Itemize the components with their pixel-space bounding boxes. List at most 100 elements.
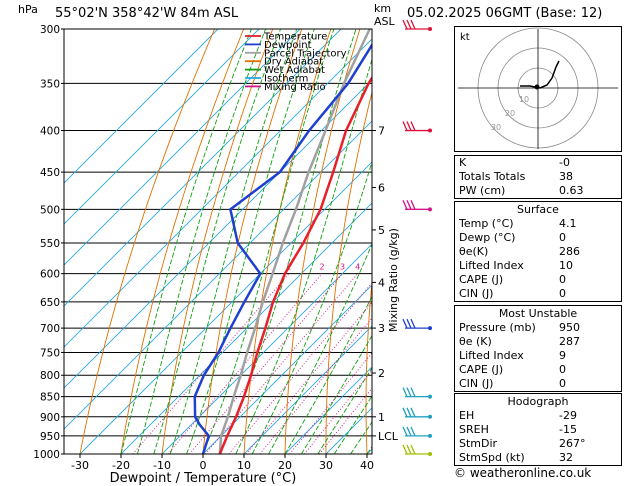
hodograph-trace — [520, 60, 560, 89]
footer-credit: © weatheronline.co.uk — [454, 466, 592, 480]
datetime-title: 05.02.2025 06GMT (Base: 12) — [407, 6, 603, 21]
surface-value: 10 — [559, 259, 573, 272]
most-unstable-row: Lifted Index 9 — [455, 349, 621, 363]
surface-key: Lifted Index — [459, 259, 524, 272]
wind-barb — [402, 444, 432, 456]
wind-barb — [402, 19, 432, 31]
pressure-tick-label: 650 — [40, 297, 60, 309]
legend-label: Temperature — [263, 32, 327, 43]
isotherm-line — [202, 284, 372, 454]
x-tick-label: 10 — [237, 459, 251, 472]
hodograph-unit-label: kt — [460, 32, 470, 43]
most-unstable-value: 0 — [559, 363, 566, 376]
isotherm-line — [64, 29, 301, 266]
most-unstable-value: 0 — [559, 377, 566, 390]
most-unstable-panel: Most Unstable Pressure (mb) 950 θe (K) 287 Li… — [454, 305, 622, 392]
legend-label: Dry Adiabat — [264, 57, 323, 68]
wet-adiabat — [186, 29, 315, 454]
mixing-ratio-label: 6 — [377, 263, 382, 272]
surface-value: 286 — [559, 245, 580, 258]
index-value: 0.63 — [559, 184, 584, 197]
surface-row: CIN (J) 0 — [455, 287, 621, 301]
hodo-stat-row: StmDir 267° — [455, 437, 621, 451]
most-unstable-key: Lifted Index — [459, 349, 524, 362]
dry-adiabat — [325, 90, 372, 454]
dry-adiabat — [161, 29, 274, 454]
x-tick-label: 30 — [319, 459, 333, 472]
legend-label: Wet Adiabat — [264, 65, 325, 76]
dry-adiabat — [405, 29, 447, 454]
isotherm-line — [64, 120, 372, 430]
altitude-tick-label: 6 — [378, 181, 385, 194]
hodo-stat-value: -29 — [559, 409, 577, 422]
x-tick-label: 20 — [278, 459, 292, 472]
index-value: 38 — [559, 170, 573, 183]
isotherm-line — [243, 325, 372, 454]
wet-adiabat — [333, 395, 372, 454]
dry-adiabat — [79, 29, 216, 454]
surface-panel: Surface Temp (°C) 4.1 Dewp (°C) 0 θe(K) 286 Lif… — [454, 201, 622, 302]
hodograph-box — [454, 26, 622, 152]
most-unstable-key: CIN (J) — [459, 377, 494, 390]
parcel-trajectory-line — [218, 29, 371, 454]
pressure-tick-label: 1000 — [33, 449, 60, 461]
hodo-stat-key: SREH — [459, 423, 489, 436]
wet-adiabat — [169, 29, 298, 454]
altitude-tick-label: 4 — [378, 276, 385, 289]
wind-barb — [402, 426, 432, 438]
legend-label: Dewpoint — [264, 40, 312, 51]
surface-row: Lifted Index 10 — [455, 259, 621, 273]
mixing-ratio-line — [245, 301, 372, 454]
dry-adiabat — [120, 29, 245, 454]
hodo-stat-key: StmSpd (kt) — [459, 451, 525, 464]
index-value: -0 — [559, 156, 570, 169]
x-axis-label: Dewpoint / Temperature (°C) — [110, 471, 297, 486]
surface-value: 4.1 — [559, 217, 577, 230]
pressure-tick-label: 600 — [40, 269, 60, 281]
mixing-ratio-line — [205, 273, 358, 454]
location-title: 55°02'N 358°42'W 84m ASL — [55, 6, 239, 21]
surface-value: 0 — [559, 273, 566, 286]
surface-key: CIN (J) — [459, 287, 494, 300]
x-tick-label: -10 — [153, 459, 171, 472]
alt-unit-km: km — [374, 2, 392, 15]
legend-label: Mixing Ratio — [264, 82, 326, 93]
most-unstable-row: CAPE (J) 0 — [455, 363, 621, 377]
pressure-tick-label: 500 — [40, 204, 60, 216]
hodo-stat-key: EH — [459, 409, 475, 422]
altitude-tick-label: 1 — [378, 411, 385, 424]
most-unstable-title: Most Unstable — [498, 307, 578, 320]
most-unstable-value: 950 — [559, 321, 580, 334]
dry-adiabat — [202, 29, 303, 454]
mixing-ratio-line — [259, 317, 372, 454]
surface-row: CAPE (J) 0 — [455, 273, 621, 287]
dry-adiabat — [284, 29, 361, 454]
pressure-tick-label: 400 — [40, 126, 60, 138]
pressure-tick-label: 550 — [40, 238, 60, 250]
dewpoint-line — [193, 42, 372, 454]
x-tick-label: -30 — [71, 459, 89, 472]
mixing-ratio-line — [132, 273, 290, 454]
most-unstable-row: Pressure (mb) 950 — [455, 321, 621, 335]
pressure-tick-label: 800 — [40, 370, 60, 382]
isotherm-line — [284, 366, 372, 454]
most-unstable-key: Pressure (mb) — [459, 321, 536, 334]
temperature-line — [218, 75, 372, 454]
pressure-tick-label: 850 — [40, 392, 60, 404]
most-unstable-row: CIN (J) 0 — [455, 377, 621, 391]
surface-value: 0 — [559, 231, 566, 244]
hodo-stat-value: -15 — [559, 423, 577, 436]
index-row: K -0 — [455, 156, 621, 170]
dry-adiabat — [365, 277, 372, 454]
index-key: K — [459, 156, 467, 169]
altitude-tick-label: 5 — [378, 224, 385, 237]
mixing-ratio-label: 16 — [432, 263, 442, 272]
most-unstable-key: θe (K) — [459, 335, 492, 348]
most-unstable-row: θe (K) 287 — [455, 335, 621, 349]
altitude-tick-label: 7 — [378, 125, 385, 138]
x-tick-label: 0 — [200, 459, 207, 472]
mixing-ratio-label: 3 — [340, 263, 345, 272]
most-unstable-key: CAPE (J) — [459, 363, 504, 376]
wind-barb — [402, 318, 432, 331]
